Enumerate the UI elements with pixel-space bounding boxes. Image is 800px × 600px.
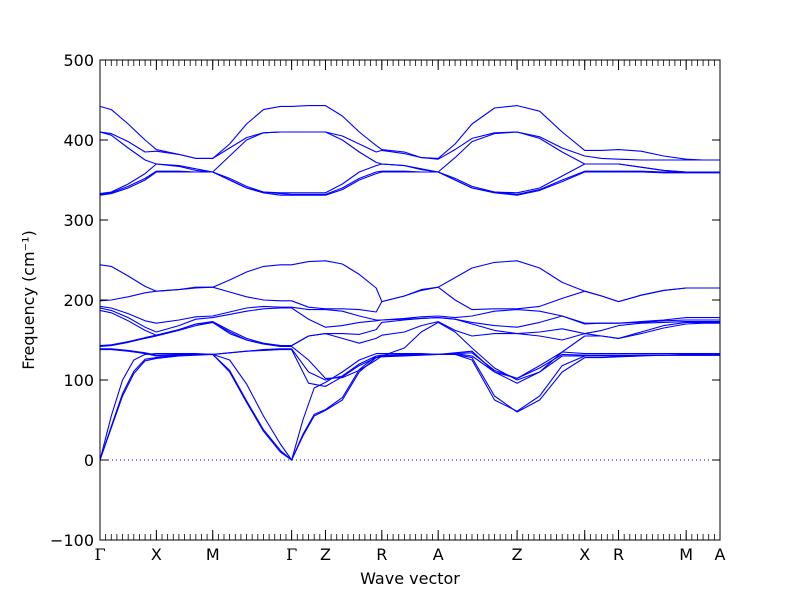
band-10	[99, 307, 720, 333]
kpoint-label: Z	[320, 545, 331, 564]
y-axis-ticks: −100 0 100 200 300 400 500	[50, 51, 720, 550]
band-4	[99, 163, 720, 195]
band-16	[99, 353, 720, 461]
band-2	[99, 131, 720, 161]
y-axis-label: Frequency (cm⁻¹)	[19, 230, 38, 369]
minor-ticks	[99, 60, 721, 540]
band-6	[99, 171, 720, 196]
band-11	[99, 309, 720, 347]
kpoint-label: X	[579, 545, 590, 564]
band-18	[99, 351, 720, 461]
y-tick-label: 200	[63, 291, 94, 310]
band-8	[99, 286, 720, 313]
band-5	[99, 170, 720, 195]
kpoint-label: A	[433, 545, 444, 564]
kpoint-tick-marks	[99, 60, 721, 540]
plot-frame	[99, 59, 721, 541]
y-tick-label: 400	[63, 131, 94, 150]
y-tick-label: 0	[84, 451, 94, 470]
x-axis-label: Wave vector	[360, 569, 460, 588]
dispersion-curves	[99, 105, 720, 461]
kpoint-label: M	[679, 545, 693, 564]
y-tick-label: −100	[50, 531, 94, 550]
y-tick-label: 500	[63, 51, 94, 70]
band-17	[99, 353, 720, 461]
kpoint-label: Γ	[94, 545, 105, 564]
band-1	[99, 105, 720, 161]
band-3	[99, 131, 720, 173]
kpoint-label: Z	[512, 545, 523, 564]
band-13	[99, 321, 720, 381]
band-7	[99, 260, 720, 303]
kpoint-label: R	[613, 545, 624, 564]
kpoint-label: X	[151, 545, 162, 564]
kpoint-label: Γ	[286, 545, 297, 564]
kpoint-label: R	[376, 545, 387, 564]
y-tick-label: 300	[63, 211, 94, 230]
y-tick-label: 100	[63, 371, 94, 390]
kpoint-label: M	[206, 545, 220, 564]
kpoint-label: A	[715, 545, 726, 564]
